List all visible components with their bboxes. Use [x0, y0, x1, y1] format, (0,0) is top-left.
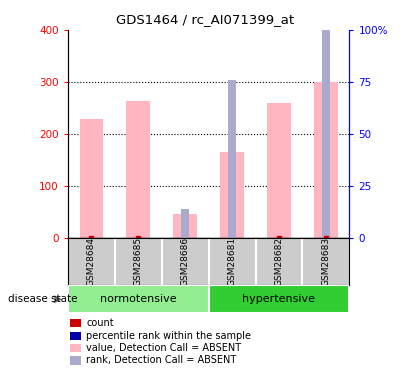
Text: GSM28685: GSM28685 [134, 237, 143, 286]
Bar [127, 101, 150, 238]
Text: percentile rank within the sample: percentile rank within the sample [86, 331, 251, 340]
Text: disease state: disease state [8, 294, 78, 304]
Text: count: count [86, 318, 114, 328]
Text: GSM28681: GSM28681 [228, 237, 237, 286]
Bar [267, 103, 291, 238]
Bar [80, 120, 103, 238]
Bar [314, 82, 337, 238]
Bar [68, 285, 209, 313]
Bar [322, 5, 330, 238]
Bar [181, 209, 189, 238]
Text: hypertensive: hypertensive [242, 294, 316, 304]
Bar [173, 214, 197, 238]
Bar [228, 80, 236, 238]
Text: rank, Detection Call = ABSENT: rank, Detection Call = ABSENT [86, 356, 237, 365]
Text: GSM28682: GSM28682 [275, 237, 284, 286]
Text: GSM28683: GSM28683 [321, 237, 330, 286]
Text: GDS1464 / rc_AI071399_at: GDS1464 / rc_AI071399_at [116, 13, 295, 26]
Text: normotensive: normotensive [100, 294, 176, 304]
Bar [209, 285, 349, 313]
Text: GSM28684: GSM28684 [87, 237, 96, 286]
Bar [220, 152, 244, 238]
Text: value, Detection Call = ABSENT: value, Detection Call = ABSENT [86, 343, 241, 353]
Text: GSM28686: GSM28686 [180, 237, 189, 286]
